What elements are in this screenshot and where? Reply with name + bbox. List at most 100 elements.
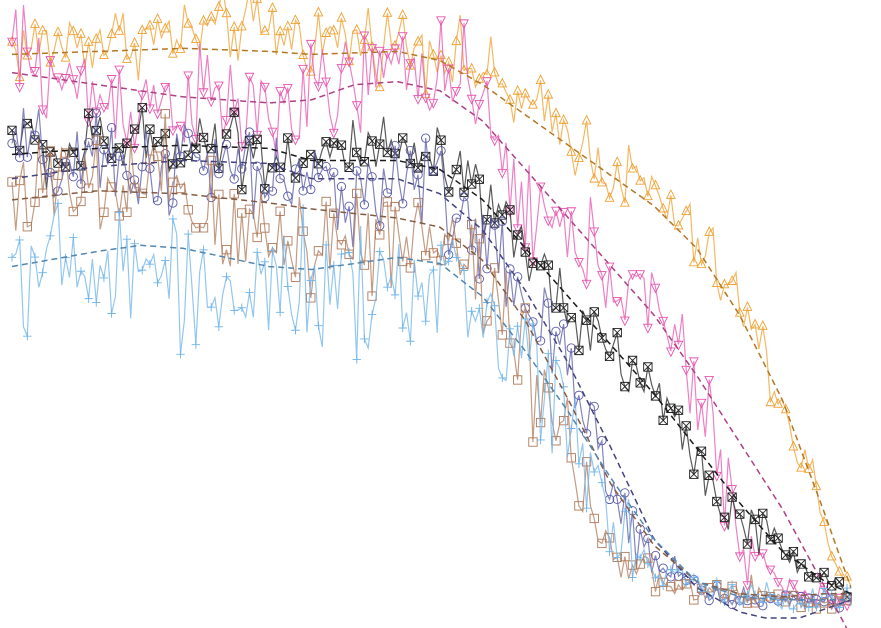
- series-6-point: [275, 308, 285, 317]
- series-3-point: [566, 312, 576, 323]
- series-3-point: [696, 446, 707, 456]
- series-2-point: [566, 207, 577, 218]
- series-4-point: [566, 343, 576, 353]
- series-6-point: [245, 288, 254, 297]
- series-1-point: [619, 196, 630, 207]
- series-5-point: [22, 222, 32, 232]
- series-2-point: [819, 583, 829, 593]
- series-2-point: [275, 87, 286, 97]
- series-3-point: [574, 345, 584, 356]
- series-1-point: [236, 20, 247, 31]
- series-6-point: [30, 252, 40, 262]
- series-5-point: [666, 581, 676, 592]
- series-1-point: [60, 51, 71, 62]
- series-2-point: [535, 182, 546, 193]
- series-3-point: [689, 469, 699, 479]
- series-2-point: [305, 39, 316, 50]
- series-6-point: [406, 337, 415, 346]
- series-2-point: [581, 279, 592, 290]
- series-6-point: [475, 304, 484, 313]
- series-1-point: [83, 35, 94, 46]
- series-3-point: [444, 187, 454, 197]
- series-5-point: [528, 437, 538, 447]
- series-4-point: [221, 139, 232, 150]
- series-2-point: [244, 72, 255, 83]
- series-3-point: [765, 535, 776, 545]
- series-5-point: [413, 197, 423, 208]
- series-1-point: [543, 88, 554, 99]
- series-6-point: [15, 235, 24, 245]
- series-5-point: [421, 250, 431, 261]
- series-2-point: [152, 109, 163, 120]
- series-5-point: [558, 415, 569, 426]
- series-5-point: [183, 205, 193, 215]
- series-5-point: [306, 293, 316, 303]
- series-4-point: [405, 145, 416, 156]
- series-1-point: [137, 24, 148, 34]
- series-4-point: [474, 274, 484, 284]
- series-5-point: [574, 501, 584, 511]
- series-6-point: [229, 306, 239, 315]
- series-6-point: [306, 276, 315, 285]
- series-3-point: [589, 307, 599, 317]
- series-4-point: [298, 186, 308, 196]
- series-2-point: [711, 471, 722, 482]
- series-4-point: [367, 172, 377, 182]
- series-1: [7, 0, 852, 587]
- series-1-trend-line: [11, 47, 852, 588]
- series-1-point: [535, 74, 546, 84]
- series-2-point: [750, 552, 761, 562]
- series-1-point: [68, 25, 79, 36]
- series-6-point: [781, 590, 790, 599]
- series-4-point: [329, 167, 339, 177]
- series-1-point: [696, 258, 707, 269]
- series-1-point: [604, 191, 615, 202]
- series-3-point: [558, 303, 569, 313]
- series-6-point: [666, 565, 676, 574]
- series-1-point: [773, 397, 784, 408]
- series-6-point: [314, 321, 323, 330]
- series-6-point: [360, 334, 369, 344]
- series-6-point: [459, 266, 469, 275]
- series-5: [7, 109, 852, 614]
- series-3-point: [681, 421, 691, 431]
- series-5-point: [60, 148, 71, 158]
- series-5-point: [512, 375, 523, 385]
- series-6-point: [574, 459, 584, 469]
- series-3-point: [137, 102, 147, 113]
- series-2-point: [229, 108, 240, 119]
- series-6-point: [735, 597, 744, 607]
- series-3-point: [114, 143, 124, 153]
- series-2-point: [459, 19, 469, 30]
- series-1-point: [826, 550, 837, 561]
- series-4: [7, 108, 852, 613]
- series-4-point: [252, 161, 262, 171]
- series-3-point: [658, 415, 668, 426]
- series-2-point: [665, 347, 676, 358]
- series-2-point: [213, 81, 224, 92]
- series-2-point: [167, 126, 178, 137]
- series-6-point: [766, 592, 775, 602]
- series-3-point: [673, 405, 684, 415]
- series-2-point: [290, 135, 301, 146]
- series-2-point: [443, 64, 454, 75]
- series-1-point: [7, 35, 17, 46]
- series-6-point: [214, 322, 224, 332]
- series-5-point: [53, 170, 63, 180]
- series-4-point: [91, 108, 101, 118]
- series-4-point: [643, 533, 653, 544]
- series-5-point: [482, 316, 492, 326]
- series-3-point: [719, 512, 730, 522]
- series-6-point: [720, 597, 729, 607]
- series-6-point: [268, 246, 277, 255]
- series-2-point: [351, 101, 362, 112]
- series-1-point: [512, 84, 523, 95]
- series-5-point: [15, 175, 25, 186]
- series-1-point: [727, 275, 738, 285]
- series-1-point: [819, 516, 829, 526]
- series-4-point: [306, 184, 316, 195]
- series-4-point: [321, 161, 331, 172]
- series-6-point: [452, 253, 461, 262]
- series-5-point: [589, 513, 599, 524]
- series-2-point: [688, 357, 699, 368]
